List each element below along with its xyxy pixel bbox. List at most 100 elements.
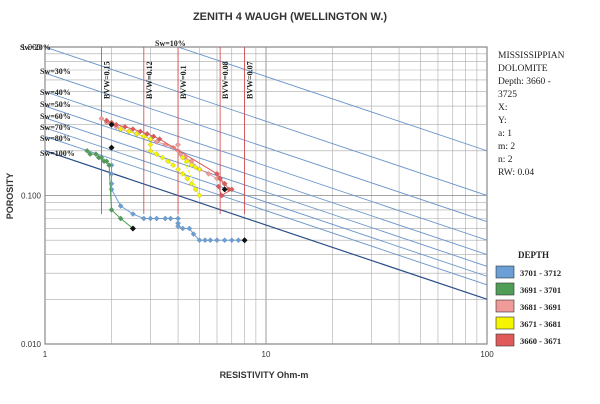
grid-lines [44,46,488,345]
data-point [141,215,147,222]
legend-swatch [495,265,515,279]
y-axis-title: POROSITY [5,173,15,220]
x-tick-label: 100 [480,350,494,359]
data-point [205,171,212,177]
data-point [214,237,220,243]
data-point [103,117,110,124]
info-line: X: [498,103,508,113]
legend-entry: 3691 - 3701 [520,285,561,295]
data-point [117,126,124,132]
data-point [108,207,115,213]
data-point [175,223,181,230]
data-point [137,128,144,135]
data-point [133,131,140,137]
sw-line [45,150,487,300]
series-2 [84,148,136,232]
sw-line-label: Sw=20% [20,43,51,52]
data-point [190,231,197,237]
x-tick-label: 10 [262,350,271,359]
endpoint-marker [129,225,136,232]
legend-swatch [495,333,515,347]
data-point [221,237,228,243]
sw-line-label: Sw=30% [40,67,71,76]
data-point [103,158,110,165]
legend-swatch [495,299,515,313]
info-panel: MISSISSIPPIAN DOLOMITE Depth: 3660 - 3725 X:… [498,51,565,178]
sw-line-label: Sw=10% [155,39,186,48]
x-axis-title: RESISTIVITY Ohm-m [220,370,309,380]
data-point [170,162,176,168]
data-point [122,124,128,130]
legend-entry: 3681 - 3691 [520,302,561,312]
data-point [175,141,181,148]
sw-line [45,72,487,223]
info-line: Depth: 3660 - [498,77,551,87]
data-point [165,158,171,165]
data-point [214,171,220,177]
data-point [192,164,199,170]
sw-line [45,135,487,286]
data-point [196,192,203,199]
chart-title: ZENITH 4 WAUGH (WELLINGTON W.) [193,11,387,23]
sw-line [45,47,487,196]
sw-line-label: Sw=80% [40,134,71,143]
series-line [120,128,200,196]
data-point [130,126,136,132]
sw-line [45,117,487,267]
data-point [147,141,154,148]
data-point [159,154,166,161]
data-point [192,186,199,193]
data-point [98,154,105,161]
data-point [130,211,136,217]
data-point [235,237,242,243]
endpoint-marker [108,144,115,151]
legend-swatch [495,282,515,296]
info-line: m: 2 [498,142,515,152]
data-point [196,237,203,243]
data-point [175,166,181,173]
data-point [98,115,105,122]
x-tick-label: 1 [43,350,48,359]
info-line: a: 1 [498,129,512,139]
endpoint-marker [108,121,115,128]
data-point [156,136,163,142]
legend: DEPTH 3701 - 3712 3691 - 3701 3681 - 3691 36… [495,250,561,347]
sw-line-label: Sw=50% [40,100,71,109]
info-line: MISSISSIPPIAN [498,51,565,61]
data-point [84,148,90,154]
info-line: 3725 [498,90,517,100]
info-line: DOLOMITE [498,64,548,74]
bvw-line-label: BVW=0.08 [221,61,230,99]
info-line: n: 2 [498,155,513,165]
data-point [221,181,228,187]
data-point [184,175,190,182]
data-point [87,151,93,157]
data-point [229,186,235,193]
legend-entry: 3671 - 3681 [520,319,561,329]
data-point [147,136,154,142]
data-point [153,139,160,145]
data-point [126,128,132,135]
data-point [184,158,190,165]
data-point [188,181,195,187]
data-point [141,133,147,140]
data-point [229,237,235,243]
bvw-line-label: BVW=0.12 [145,61,154,99]
data-series [84,115,248,244]
data-point [117,215,124,222]
bvw-line-label: BVW=0.07 [246,61,255,99]
series-4 [117,126,203,199]
info-line: Y: [498,116,507,126]
data-point [218,192,225,199]
bvw-line-label: BVW=0.15 [102,61,111,99]
data-point [179,154,186,161]
data-point [167,215,174,222]
sw-line [45,105,487,256]
sw-line [176,47,487,152]
info-line: RW: 0.04 [498,168,534,178]
data-point [186,225,193,232]
data-point [202,237,208,243]
legend-swatch [495,316,515,330]
data-point [93,151,99,157]
endpoint-marker [221,186,228,193]
